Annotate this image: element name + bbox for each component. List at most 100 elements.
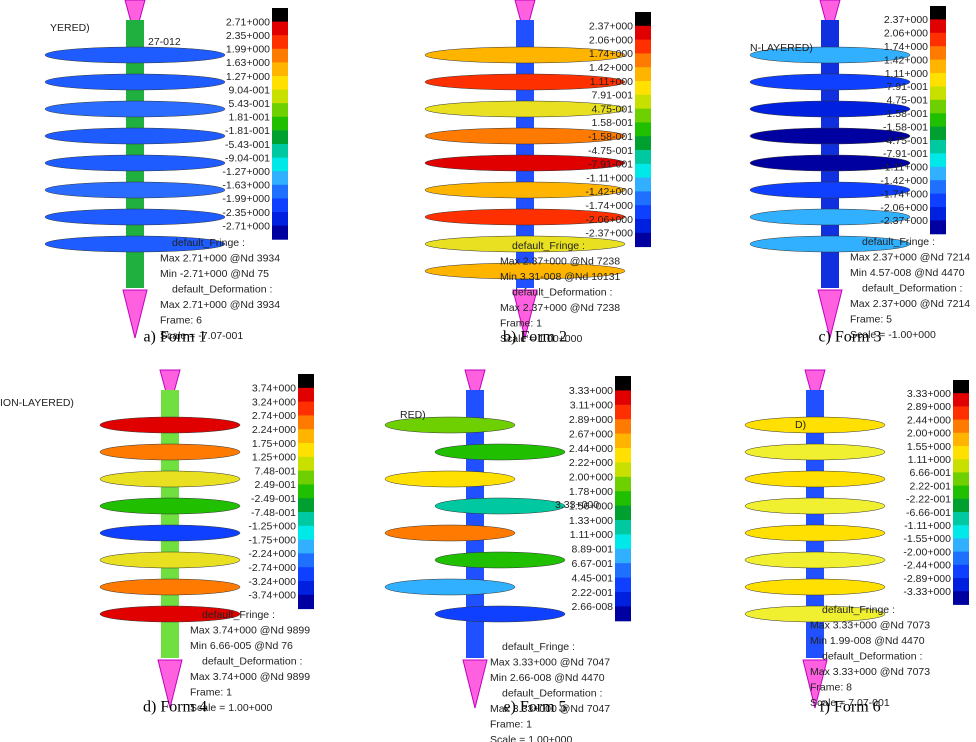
colorbar-label: 1.55+000 [907,441,951,453]
colorbar-swatch [930,153,946,167]
colorbar-label: 1.33+000 [569,515,613,527]
colorbar-label: 3.74+000 [252,383,296,395]
colorbar-label: 1.74+000 [589,48,633,60]
colorbar-label: -3.24+000 [248,576,296,588]
info-line: default_Deformation : [862,282,962,294]
colorbar-swatch [930,167,946,181]
colorbar-swatch [953,591,969,605]
colorbar-label: 1.58-001 [887,108,929,120]
info-line: Min 3.31-008 @Nd 10131 [500,271,621,283]
colorbar-swatch [953,486,969,500]
colorbar-swatch [298,374,314,388]
colorbar-label: 1.27+000 [226,71,270,83]
colorbar-label: 2.06+000 [589,34,633,46]
disc [745,498,885,514]
info-line: Min 1.99-008 @Nd 4470 [810,635,925,647]
colorbar-label: -1.42+000 [585,186,633,198]
colorbar-swatch [615,563,631,578]
colorbar-label: -1.11+000 [881,162,928,174]
colorbar-label: 7.91-001 [592,90,634,102]
colorbar-label: 2.24+000 [252,424,296,436]
colorbar-label: 1.42+000 [589,62,633,74]
colorbar-label: 2.22-001 [910,480,952,492]
label-fragment: 3.33+000 [555,499,599,511]
disc [745,579,885,595]
colorbar-swatch [615,477,631,492]
label-fragment: YERED) [50,22,90,34]
colorbar-swatch [615,606,631,621]
colorbar-label: -2.22-001 [906,494,951,506]
caption: a) Form 1 [143,329,206,346]
info-line: Max 3.33+000 @Nd 7047 [490,656,610,668]
disc [100,471,240,487]
colorbar-label: 1.42+000 [884,54,928,66]
colorbar-swatch [615,419,631,434]
top-cone [465,370,485,392]
colorbar-swatch [298,567,314,581]
colorbar-swatch [930,140,946,154]
colorbar-swatch [953,380,969,394]
info-line: Min 4.57-008 @Nd 4470 [850,267,965,279]
colorbar-label: 3.24+000 [252,396,296,408]
colorbar-swatch [953,552,969,566]
disc [100,444,240,460]
colorbar-swatch [953,525,969,539]
colorbar-swatch [272,76,288,90]
colorbar-label: -7.91-001 [883,148,928,160]
colorbar-swatch [635,233,651,247]
colorbar-swatch [930,33,946,47]
colorbar-swatch [298,540,314,554]
info-line: Max 2.37+000 @Nd 7238 [500,302,620,314]
top-cone [160,370,180,392]
colorbar-label: -1.42+000 [880,175,928,187]
colorbar-swatch [635,191,651,205]
colorbar-label: 2.37+000 [589,21,633,33]
colorbar-swatch [298,484,314,498]
colorbar-swatch [615,549,631,564]
disc [100,498,240,514]
colorbar-swatch [953,472,969,486]
colorbar-label: 2.89+000 [569,414,613,426]
colorbar-swatch [272,8,288,22]
panel: 2.37+0002.06+0001.74+0001.42+0001.11+000… [750,0,970,346]
info-line: Max 2.37+000 @Nd 7214 [850,251,970,263]
caption: e) Form 5 [503,699,566,716]
colorbar-swatch [930,19,946,33]
colorbar-swatch [298,402,314,416]
colorbar-swatch [930,113,946,127]
colorbar-swatch [272,171,288,185]
colorbar-swatch [298,457,314,471]
info-line: Frame: 8 [810,681,852,693]
colorbar-swatch [615,405,631,420]
info-line: Min -2.71+000 @Nd 75 [160,268,269,280]
colorbar-swatch [635,109,651,123]
colorbar-swatch [930,180,946,194]
colorbar-label: 1.99+000 [226,44,270,56]
colorbar-label: 2.66-008 [572,601,614,613]
colorbar-label: 2.89+000 [907,401,951,413]
disc [385,471,515,487]
colorbar-swatch [635,219,651,233]
colorbar-label: -2.00+000 [903,546,951,558]
disc [435,444,565,460]
colorbar-label: -7.91-001 [588,159,633,171]
colorbar-label: -3.74+000 [248,590,296,602]
disc [745,417,885,433]
colorbar-swatch [272,185,288,199]
info-line: default_Deformation : [512,286,612,298]
colorbar-swatch [635,178,651,192]
panel: 3.33+0002.89+0002.44+0002.00+0001.55+000… [745,370,969,716]
colorbar-label: -1.99+000 [222,193,270,205]
colorbar-label: 1.78+000 [569,486,613,498]
disc [45,74,225,90]
colorbar-swatch [615,434,631,449]
top-cone [125,0,145,22]
colorbar-label: -7.48-001 [251,507,296,519]
colorbar-label: -1.55+000 [903,533,951,545]
colorbar-swatch [930,194,946,208]
figure: 2.71+0002.35+0001.99+0001.63+0001.27+000… [0,0,976,742]
colorbar-swatch [272,35,288,49]
colorbar-label: 1.58-001 [592,117,634,129]
colorbar-swatch [615,534,631,549]
colorbar-swatch [635,150,651,164]
